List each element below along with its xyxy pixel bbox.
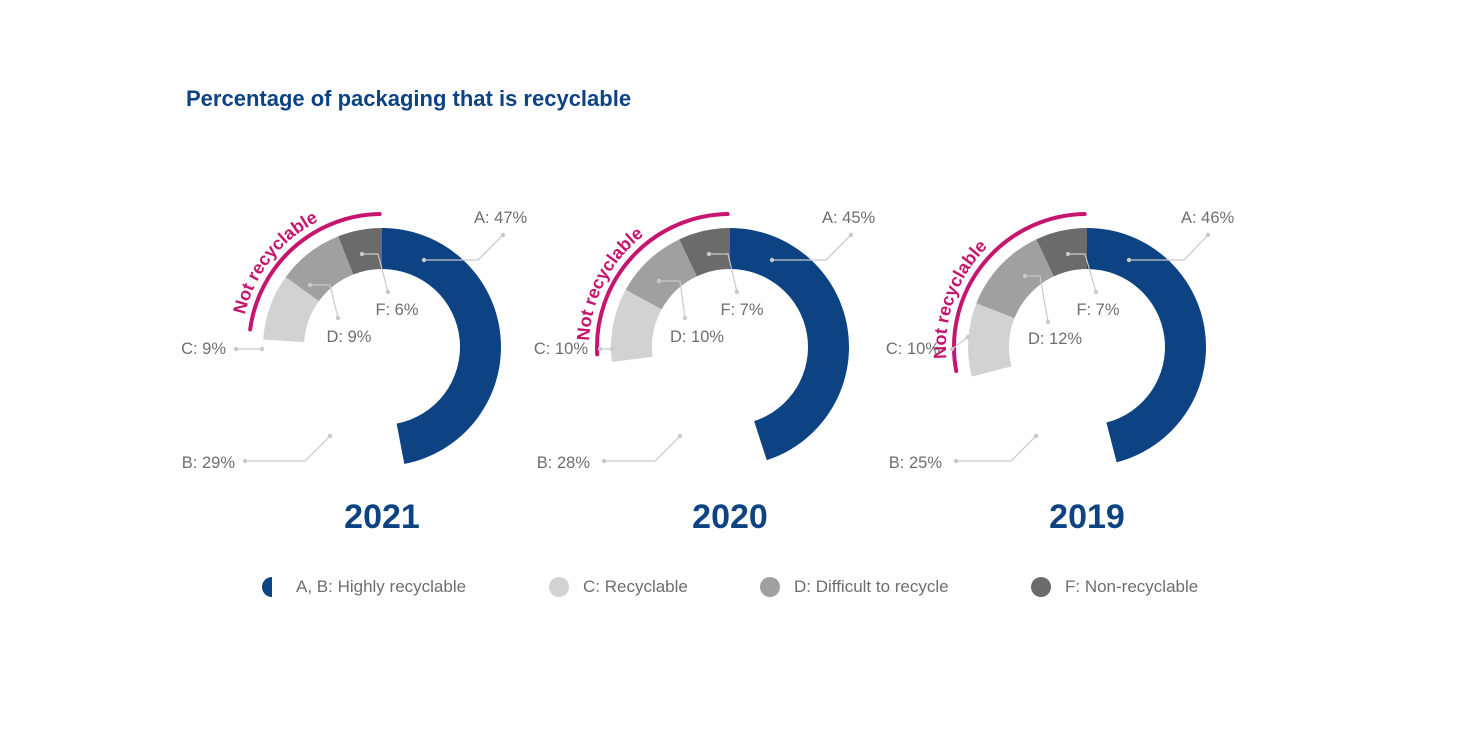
leader-line-F	[1068, 253, 1097, 293]
not-recyclable-arc	[952, 212, 1087, 374]
leader-dot	[1033, 433, 1039, 439]
leader-line-D	[310, 284, 339, 319]
leader-line-A	[1129, 234, 1209, 261]
leader-line-C	[951, 336, 969, 350]
slice-label-A: A: 45%	[822, 209, 876, 227]
legend-item: D: Difficult to recycle	[760, 575, 949, 599]
slice-label-B: B: 29%	[182, 454, 236, 472]
leader-dot	[242, 458, 248, 464]
legend-item: F: Non-recyclable	[1031, 575, 1198, 599]
leader-dot	[385, 289, 391, 295]
not-recyclable-arc	[595, 212, 730, 357]
leader-line-A	[772, 234, 852, 261]
slice-F	[679, 228, 730, 277]
chart-year-label: 2019	[1049, 498, 1125, 536]
leader-dot	[965, 334, 971, 340]
leader-dot	[609, 346, 615, 352]
leader-dot	[259, 346, 265, 352]
slice-label-C: C: 10%	[886, 340, 940, 358]
leader-line-F	[362, 253, 389, 293]
leader-dot	[769, 257, 775, 263]
leader-dot	[1205, 232, 1211, 238]
slice-B	[612, 357, 767, 466]
slice-F	[1036, 228, 1087, 277]
legend-label: A, B: Highly recyclable	[296, 577, 467, 596]
leader-dot	[601, 458, 607, 464]
slice-C	[611, 289, 662, 362]
chart-year-label: 2020	[692, 498, 768, 536]
slice-label-F: F: 7%	[1076, 301, 1119, 319]
slice-label-F: F: 6%	[375, 301, 418, 319]
slice-C	[263, 277, 319, 343]
leader-line-B	[604, 435, 681, 462]
leader-dot	[682, 315, 688, 321]
leader-line-F	[709, 253, 738, 293]
slice-A	[382, 227, 502, 464]
legend-item: A, B: Highly recyclable	[262, 575, 466, 599]
slice-label-D: D: 10%	[670, 328, 724, 346]
legend-item: C: Recyclable	[549, 575, 688, 599]
slice-A	[730, 228, 849, 461]
slice-D	[976, 239, 1054, 319]
leader-dot	[597, 346, 603, 352]
leader-dot	[233, 346, 239, 352]
leader-line-B	[956, 435, 1037, 462]
leader-dot	[953, 458, 959, 464]
legend-swatch-icon	[262, 577, 272, 597]
leader-dot	[656, 278, 662, 284]
slice-F	[338, 228, 382, 275]
leader-line-D	[659, 280, 686, 319]
leader-line-D	[1025, 275, 1049, 323]
leader-dot	[949, 346, 955, 352]
chart-year-label: 2021	[344, 498, 420, 536]
slice-A	[1087, 228, 1206, 463]
leader-dot	[1022, 273, 1028, 279]
slice-D	[285, 236, 354, 302]
slice-label-A: A: 47%	[474, 209, 528, 227]
slice-label-B: B: 28%	[537, 454, 591, 472]
slice-B	[972, 366, 1117, 466]
not-recyclable-arc	[248, 212, 382, 332]
leader-dot	[734, 289, 740, 295]
slice-label-B: B: 25%	[889, 454, 943, 472]
legend-label: F: Non-recyclable	[1065, 577, 1199, 596]
leader-dot	[1093, 289, 1099, 295]
legend-swatch-icon	[760, 577, 780, 597]
leader-dot	[1065, 251, 1071, 257]
slice-label-A: A: 46%	[1181, 209, 1235, 227]
leader-dot	[848, 232, 854, 238]
slice-label-F: F: 7%	[720, 301, 763, 319]
donut-chart-2021: Not recyclable A: 47%B: 29%C: 9%D: 9%F: 6…	[181, 207, 528, 536]
legend-label: D: Difficult to recycle	[794, 577, 949, 596]
leader-dot	[307, 282, 313, 288]
leader-dot	[359, 251, 365, 257]
leader-dot	[335, 315, 341, 321]
slice-label-D: D: 12%	[1028, 330, 1082, 348]
leader-line-A	[424, 234, 504, 261]
leader-dot	[1045, 319, 1051, 325]
leader-dot	[677, 433, 683, 439]
leader-dot	[500, 232, 506, 238]
leader-dot	[327, 433, 333, 439]
slice-label-C: C: 9%	[181, 340, 226, 358]
slice-label-C: C: 10%	[534, 340, 588, 358]
leader-dot	[1126, 257, 1132, 263]
legend-swatch-icon	[1031, 577, 1051, 597]
chart-title: Percentage of packaging that is recyclab…	[186, 86, 632, 111]
legend-swatch-icon	[549, 577, 569, 597]
slice-C	[968, 303, 1015, 377]
slice-label-D: D: 9%	[327, 328, 372, 346]
leader-line-B	[245, 435, 331, 462]
slice-B	[263, 340, 404, 466]
leader-dot	[706, 251, 712, 257]
leader-dot	[421, 257, 427, 263]
slice-D	[625, 239, 697, 310]
legend-label: C: Recyclable	[583, 577, 688, 596]
